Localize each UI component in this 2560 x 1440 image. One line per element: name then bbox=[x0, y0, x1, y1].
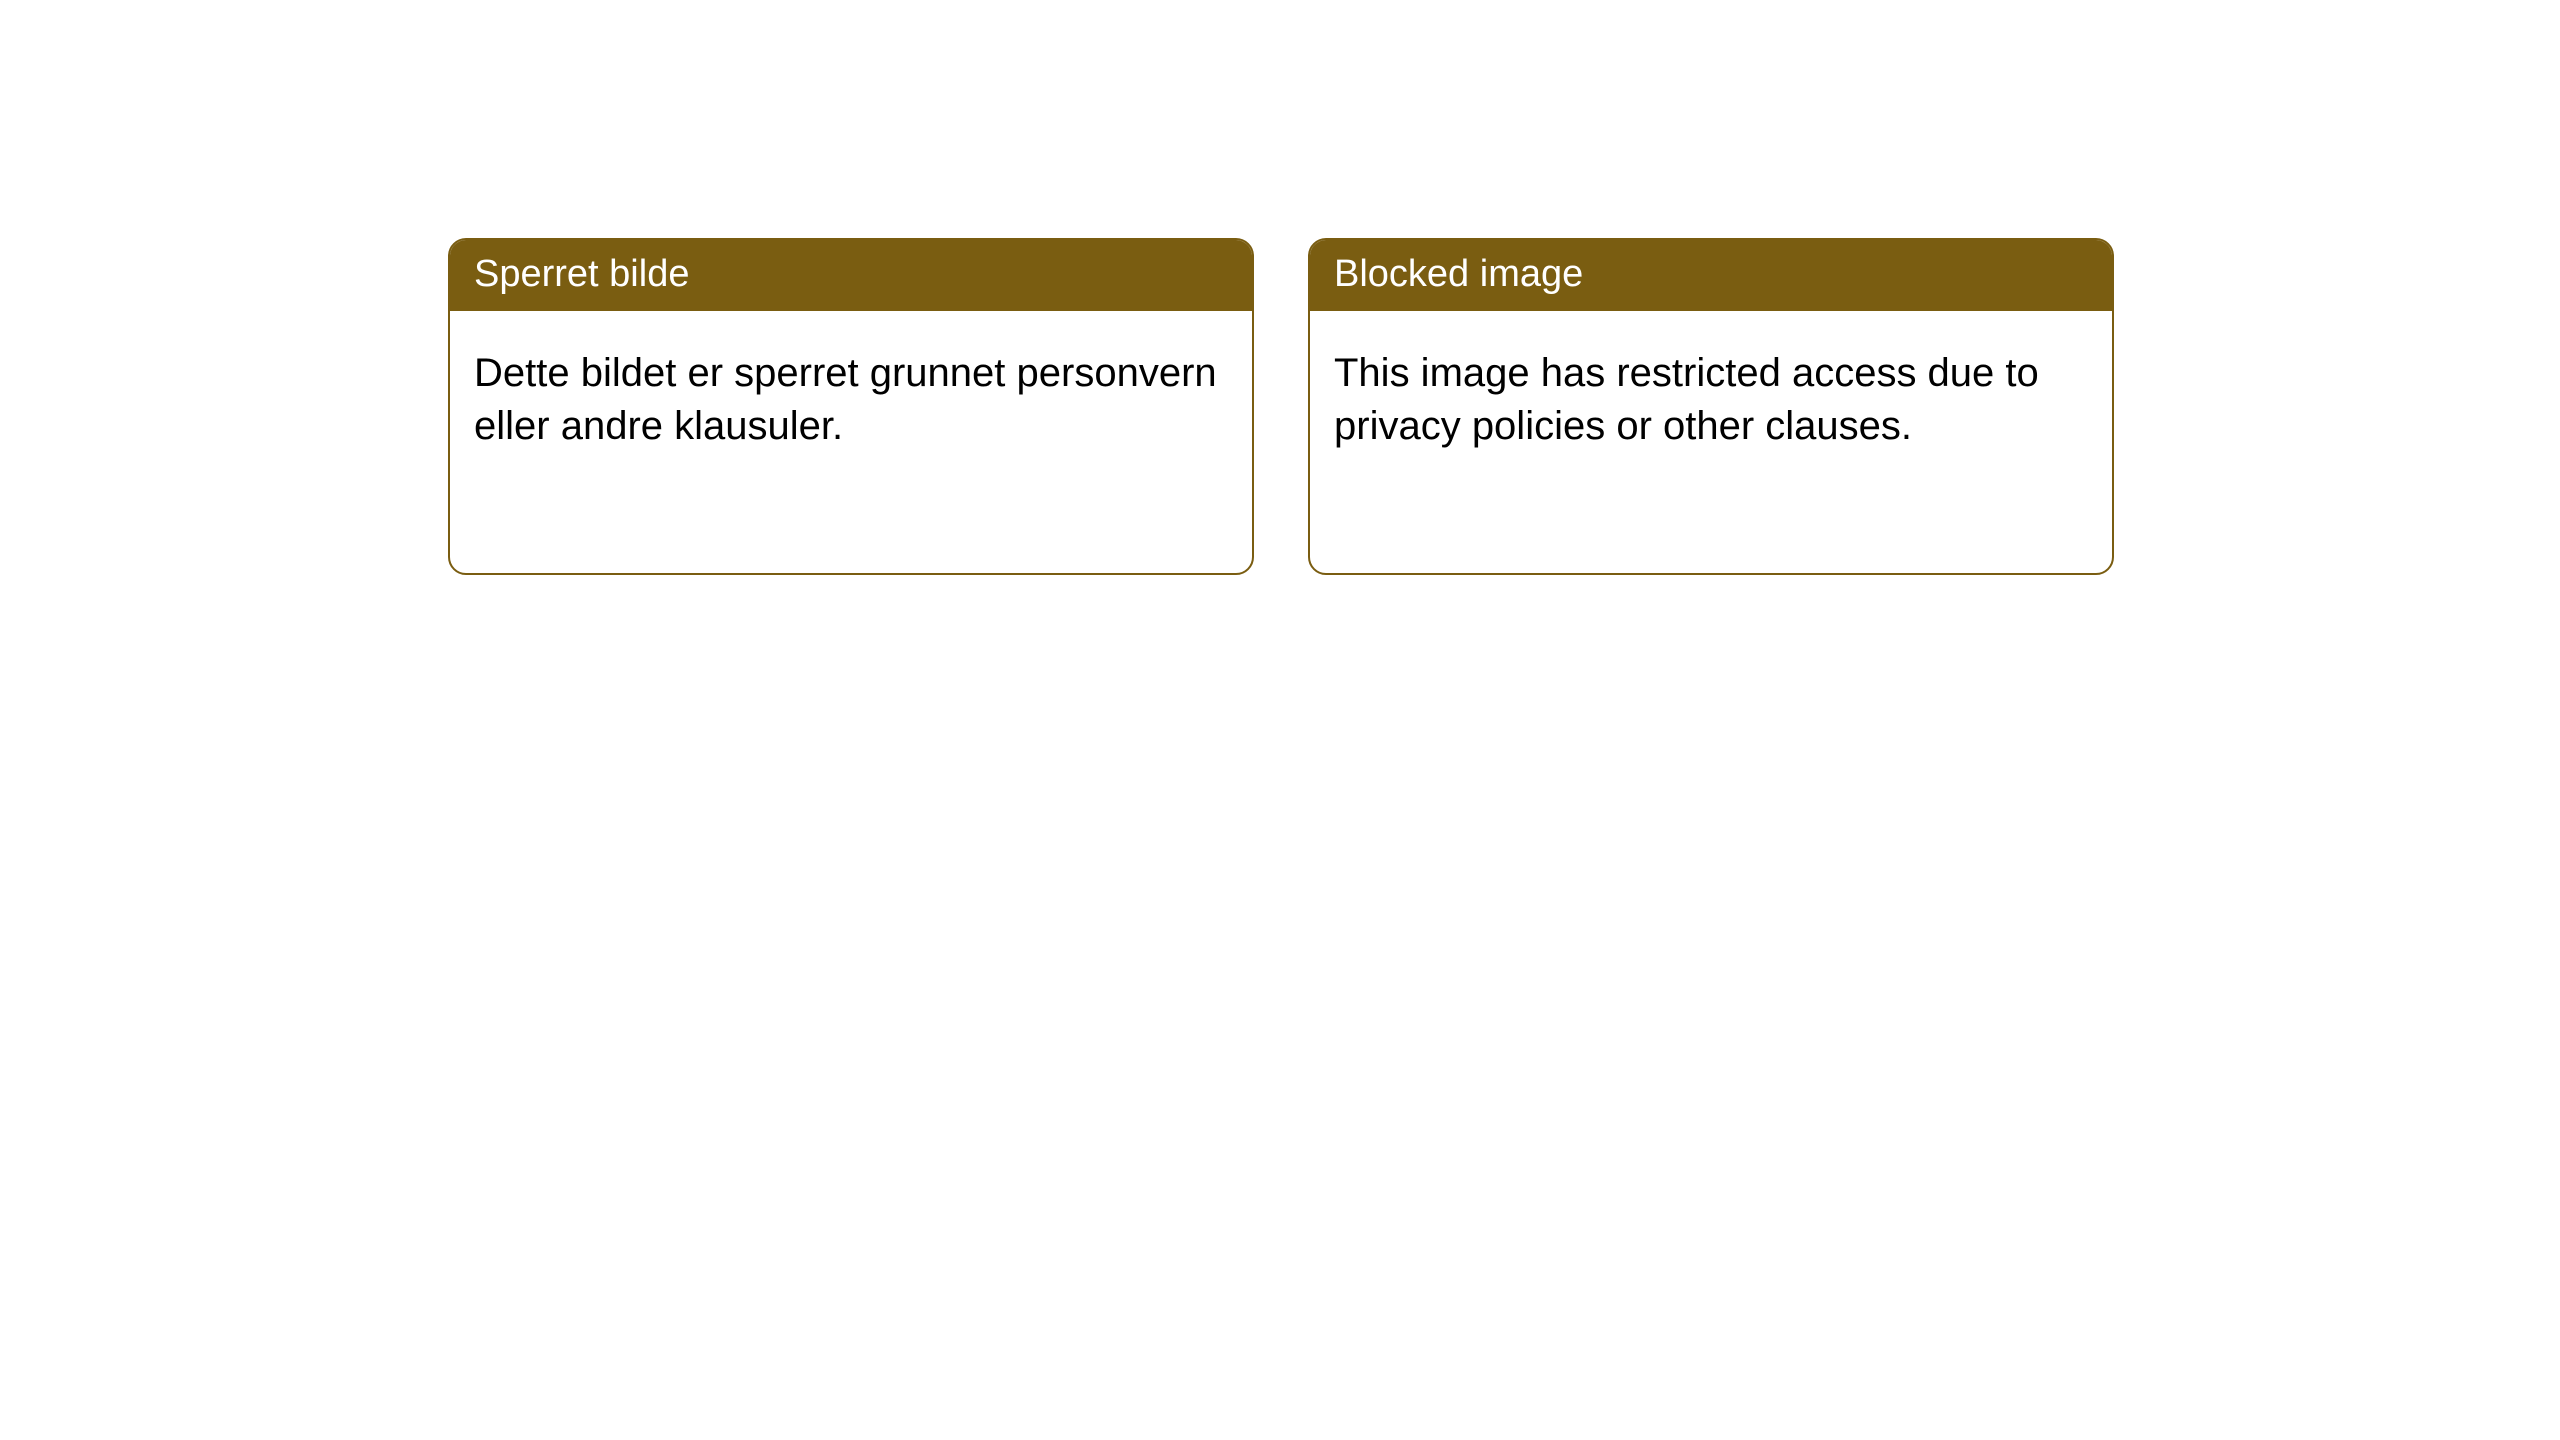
blocked-image-card-no: Sperret bilde Dette bildet er sperret gr… bbox=[448, 238, 1254, 575]
card-header-en: Blocked image bbox=[1310, 240, 2112, 311]
card-header-no: Sperret bilde bbox=[450, 240, 1252, 311]
card-body-no: Dette bildet er sperret grunnet personve… bbox=[450, 311, 1252, 477]
notice-cards-row: Sperret bilde Dette bildet er sperret gr… bbox=[0, 0, 2560, 575]
card-body-en: This image has restricted access due to … bbox=[1310, 311, 2112, 477]
blocked-image-card-en: Blocked image This image has restricted … bbox=[1308, 238, 2114, 575]
